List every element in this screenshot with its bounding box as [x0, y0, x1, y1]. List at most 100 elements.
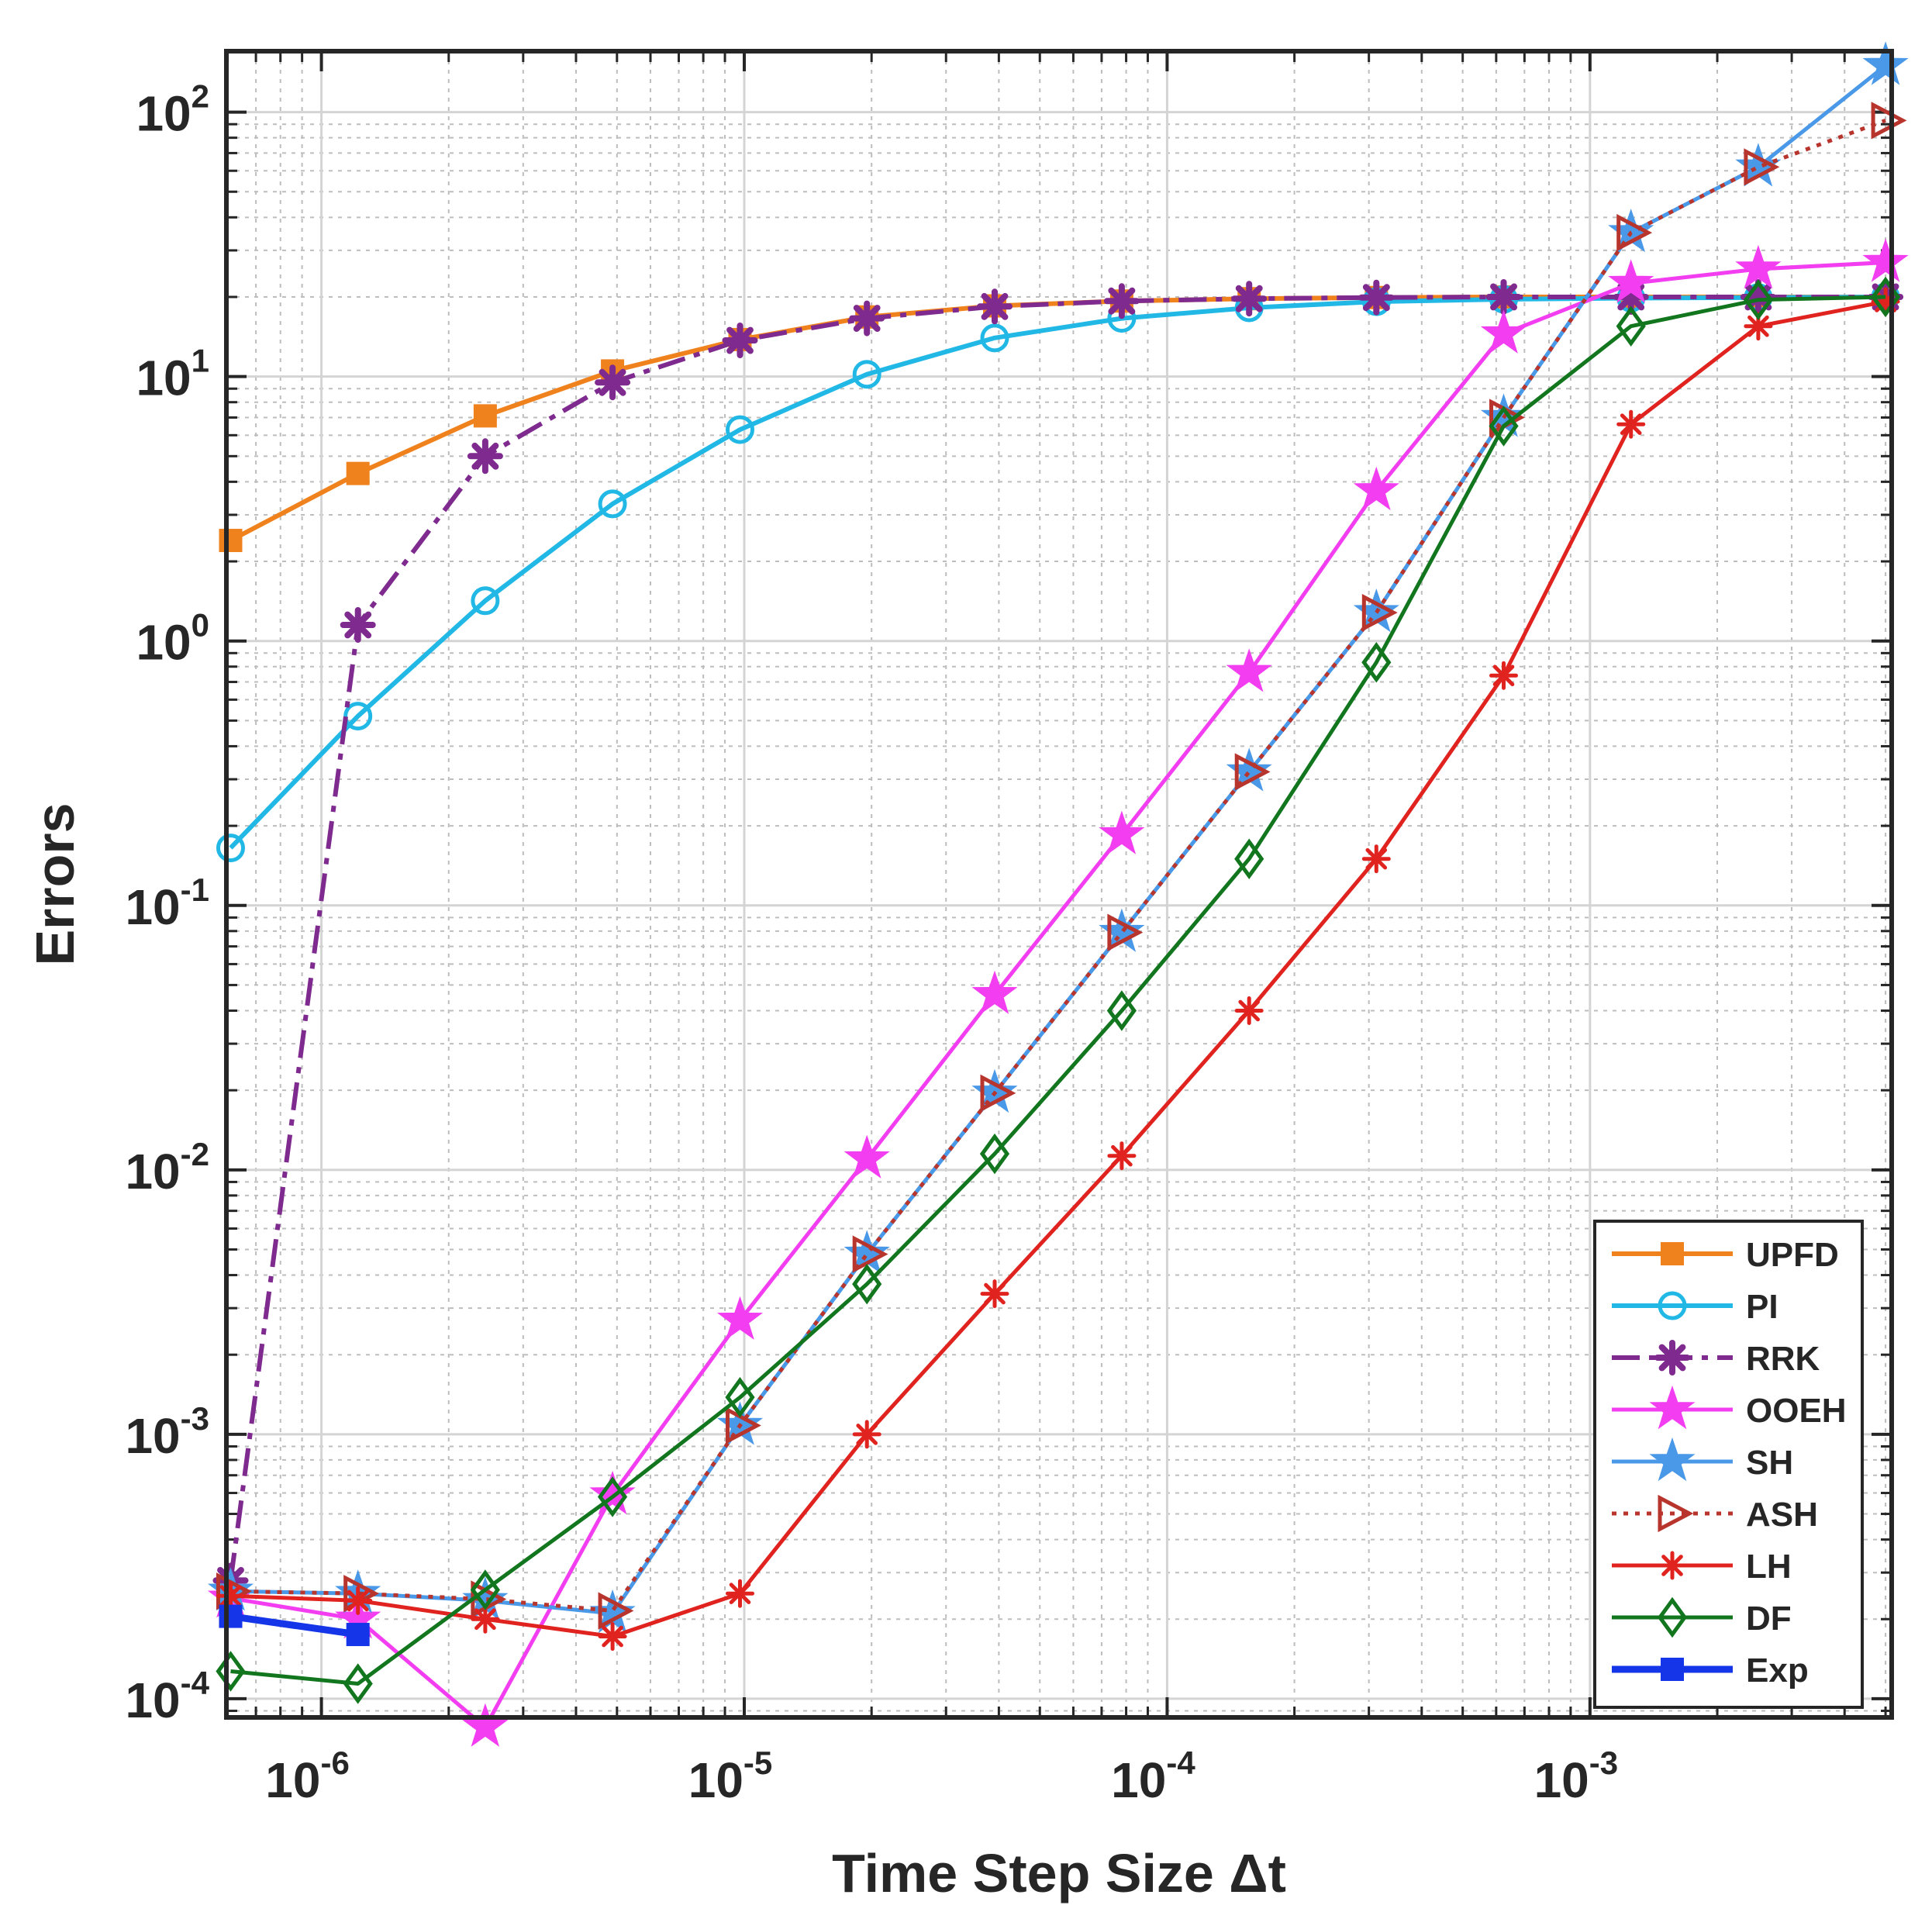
data-point-ash [980, 1074, 1016, 1113]
data-point-lh [1107, 1141, 1137, 1171]
data-point-lh [1744, 312, 1773, 341]
legend-item-exp: Exp [1612, 1652, 1809, 1689]
legend-marker-upfd [1661, 1242, 1684, 1265]
data-point-ooeh [1353, 466, 1399, 511]
data-point-lh [852, 1420, 881, 1449]
legend[interactable]: UPFD PI RRK OOEH SH ASH LH DF Exp [1593, 1220, 1864, 1709]
data-point-pi [980, 323, 1009, 353]
series-rrk [212, 279, 1904, 1599]
data-point-rrk [849, 300, 885, 337]
legend-marker-pi [1658, 1291, 1687, 1320]
legend-item-upfd: UPFD [1612, 1236, 1839, 1274]
data-point-lh [471, 1604, 500, 1634]
data-point-upfd [219, 529, 243, 553]
data-point-df [343, 1663, 373, 1704]
y-tick-label: 100 [136, 607, 209, 671]
data-point-df [1616, 305, 1646, 347]
data-point-exp [219, 1604, 243, 1628]
data-point-rrk [722, 323, 758, 358]
legend-label-exp: Exp [1746, 1652, 1809, 1689]
legend-item-pi: PI [1612, 1288, 1778, 1326]
data-point-ooeh [589, 1470, 636, 1515]
data-point-pi [598, 489, 627, 519]
data-point-df [1743, 279, 1773, 320]
data-point-rrk [1231, 281, 1268, 317]
y-tick-label: 101 [136, 343, 209, 406]
data-point-upfd [346, 461, 370, 485]
legend-label-ooeh: OOEH [1746, 1392, 1847, 1430]
data-point-rrk [1358, 279, 1395, 316]
series-line-ash [230, 118, 1886, 1613]
data-point-ash [1616, 213, 1653, 252]
legend-label-rrk: RRK [1746, 1340, 1820, 1378]
data-point-rrk [977, 288, 1013, 325]
data-point-ooeh [462, 1703, 509, 1747]
data-point-df [1489, 406, 1519, 447]
data-point-ash [852, 1235, 888, 1273]
legend-label-sh: SH [1746, 1444, 1793, 1482]
data-point-ooeh [1480, 309, 1527, 354]
series-line-ooeh [230, 261, 1886, 1730]
data-point-rrk [467, 438, 503, 475]
data-point-ooeh [1862, 238, 1909, 282]
data-point-df [852, 1263, 882, 1305]
legend-item-ash: ASH [1612, 1494, 1818, 1534]
y-tick-label: 10-3 [125, 1400, 209, 1464]
data-point-lh [980, 1279, 1009, 1309]
y-tick-label: 10-1 [125, 871, 209, 935]
data-point-lh [1234, 996, 1264, 1025]
data-point-ooeh [1608, 259, 1654, 303]
legend-marker-ash [1658, 1494, 1694, 1533]
legend-marker-df [1657, 1596, 1688, 1638]
data-point-rrk [1740, 279, 1776, 315]
series-line-rrk [228, 295, 1886, 1581]
data-point-rrk [1103, 283, 1140, 319]
x-tick-label: 10-5 [688, 1745, 773, 1808]
x-tick-label: 10-4 [1111, 1745, 1195, 1808]
legend-label-pi: PI [1746, 1288, 1778, 1326]
legend-label-ash: ASH [1746, 1496, 1818, 1534]
legend-label-df: DF [1746, 1600, 1792, 1638]
data-point-df [1361, 642, 1392, 683]
legend-marker-sh [1649, 1437, 1696, 1482]
data-point-df [216, 1651, 246, 1692]
series-exp [219, 1604, 370, 1647]
data-point-df [979, 1133, 1010, 1175]
legend-box [1593, 1220, 1864, 1709]
data-point-ooeh [1226, 648, 1272, 692]
x-tick-label: 10-6 [265, 1745, 350, 1808]
data-point-sh [1862, 41, 1909, 85]
series-line-lh [230, 299, 1886, 1639]
data-point-ash [598, 1592, 634, 1630]
data-point-ash [1871, 102, 1907, 140]
data-point-df [470, 1569, 500, 1610]
data-point-ooeh [716, 1296, 764, 1340]
legend-marker-ooeh [1649, 1385, 1696, 1430]
data-point-pi [725, 415, 754, 444]
data-point-lh [1361, 844, 1391, 874]
legend-item-lh: LH [1612, 1548, 1792, 1586]
data-point-rrk [340, 607, 376, 643]
data-point-sh [589, 1589, 636, 1634]
data-point-ash [725, 1406, 761, 1444]
data-point-pi [471, 586, 500, 616]
data-point-ooeh [971, 970, 1018, 1014]
data-point-ash [1107, 913, 1144, 951]
data-point-ash [1234, 753, 1271, 791]
data-point-lh [598, 1622, 627, 1652]
y-tick-labels: 10-4 10-3 10-2 10-1 100 101 102 [125, 78, 209, 1728]
data-point-ooeh [1099, 810, 1145, 854]
data-point-lh [1616, 409, 1646, 439]
data-point-rrk [1613, 279, 1649, 315]
legend-marker-exp [1661, 1658, 1684, 1681]
data-point-rrk [1485, 279, 1522, 315]
legend-marker-rrk [1654, 1340, 1690, 1375]
data-point-pi [216, 834, 245, 863]
y-tick-label: 102 [136, 78, 209, 142]
data-point-lh [1871, 287, 1900, 316]
legend-label-upfd: UPFD [1746, 1236, 1839, 1274]
data-point-pi [343, 702, 373, 731]
legend-item-rrk: RRK [1612, 1340, 1820, 1378]
data-point-ooeh [1735, 244, 1782, 289]
